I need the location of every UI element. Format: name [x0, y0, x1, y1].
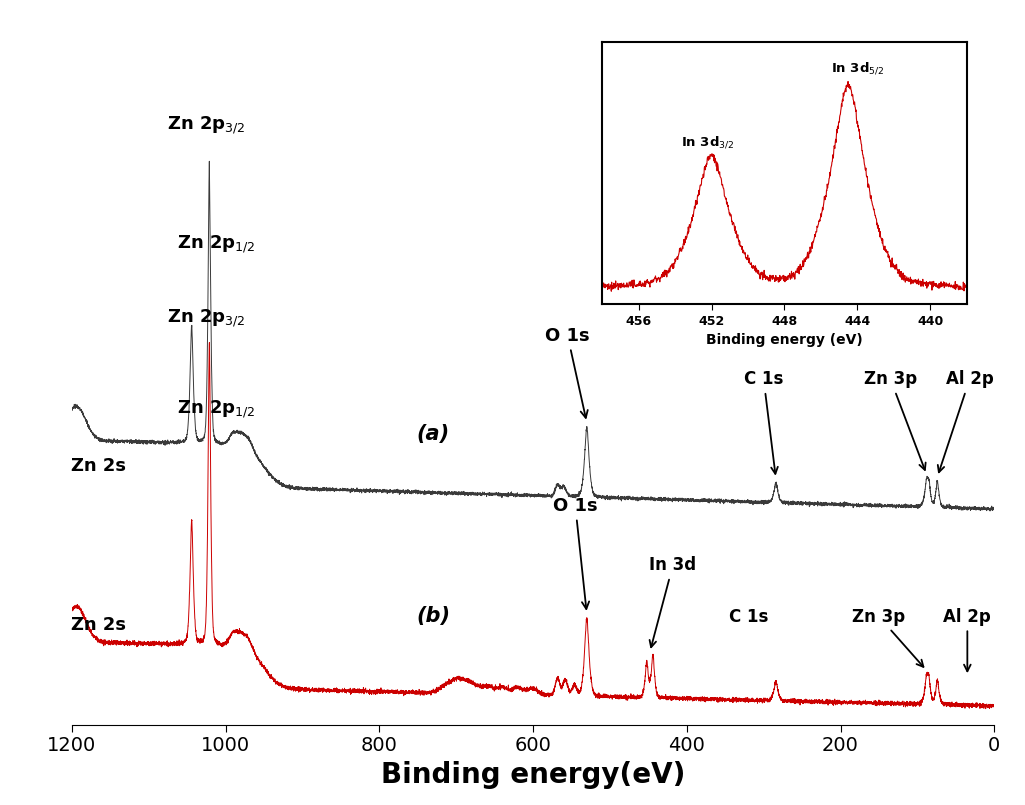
- Text: Zn 2p$_{3/2}$: Zn 2p$_{3/2}$: [167, 308, 245, 329]
- X-axis label: Binding energy(eV): Binding energy(eV): [381, 761, 685, 789]
- Text: Zn 2p$_{3/2}$: Zn 2p$_{3/2}$: [167, 114, 245, 136]
- Text: Zn 2s: Zn 2s: [71, 457, 126, 475]
- Text: Zn 3p: Zn 3p: [864, 370, 926, 470]
- Text: C 1s: C 1s: [744, 370, 783, 474]
- Text: O 1s: O 1s: [545, 327, 590, 418]
- Text: Zn 2s: Zn 2s: [71, 616, 126, 634]
- Text: Al 2p: Al 2p: [943, 608, 991, 671]
- Text: O 1s: O 1s: [552, 497, 598, 609]
- Text: (b): (b): [416, 605, 450, 625]
- Text: Zn 2p$_{1/2}$: Zn 2p$_{1/2}$: [177, 233, 255, 255]
- Text: Al 2p: Al 2p: [938, 370, 993, 473]
- Text: In 3d: In 3d: [650, 556, 696, 647]
- Text: Zn 3p: Zn 3p: [853, 608, 924, 667]
- Text: C 1s: C 1s: [729, 608, 768, 625]
- Text: Zn 2p$_{1/2}$: Zn 2p$_{1/2}$: [177, 398, 255, 420]
- Text: (a): (a): [416, 423, 450, 444]
